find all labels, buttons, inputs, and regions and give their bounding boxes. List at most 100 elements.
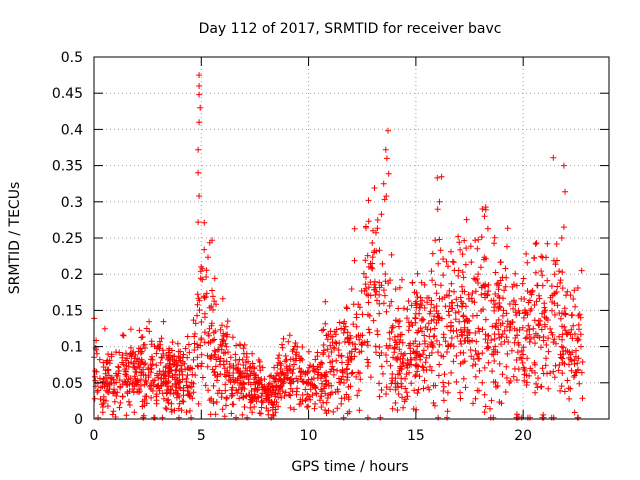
data-point xyxy=(462,384,469,391)
data-point xyxy=(526,339,533,345)
data-point xyxy=(516,310,523,317)
data-point xyxy=(542,362,549,369)
data-point xyxy=(239,356,246,363)
data-point xyxy=(212,411,219,418)
data-point xyxy=(219,295,226,302)
data-point xyxy=(431,402,438,409)
data-point xyxy=(133,369,140,376)
data-point xyxy=(572,303,579,310)
data-point xyxy=(372,291,379,298)
data-point xyxy=(247,363,254,370)
data-point xyxy=(491,240,498,247)
data-point xyxy=(307,386,314,393)
data-point xyxy=(472,330,479,336)
data-point xyxy=(209,287,215,294)
data-point xyxy=(489,323,496,330)
data-point xyxy=(344,329,351,336)
data-point xyxy=(533,240,540,246)
data-point xyxy=(194,291,201,298)
data-point xyxy=(208,355,214,362)
data-point xyxy=(453,378,460,385)
data-point xyxy=(485,282,492,288)
data-point xyxy=(534,282,541,289)
data-point xyxy=(484,339,491,346)
data-point xyxy=(229,392,236,399)
data-point xyxy=(392,400,399,406)
data-point xyxy=(383,358,390,365)
data-point xyxy=(204,363,211,370)
data-point xyxy=(211,275,218,282)
data-point xyxy=(240,362,247,368)
data-point xyxy=(444,414,450,421)
data-point xyxy=(212,348,219,355)
data-point xyxy=(559,269,566,276)
data-point xyxy=(383,391,389,397)
data-point xyxy=(351,225,358,232)
data-point xyxy=(142,393,149,400)
data-point xyxy=(235,361,242,368)
data-point xyxy=(411,355,418,361)
data-point xyxy=(479,350,486,357)
data-point xyxy=(484,225,491,232)
data-point xyxy=(532,241,539,247)
data-point xyxy=(388,251,395,258)
data-point xyxy=(396,323,402,330)
data-point xyxy=(470,400,476,407)
data-point xyxy=(371,185,378,191)
data-point xyxy=(198,263,205,270)
data-point xyxy=(244,414,251,421)
data-point xyxy=(440,272,447,279)
data-point xyxy=(277,384,283,391)
data-point xyxy=(424,326,431,333)
data-point xyxy=(224,394,230,401)
data-point xyxy=(236,369,242,376)
data-point xyxy=(329,363,336,370)
data-point xyxy=(243,373,250,379)
data-point xyxy=(448,248,454,255)
data-point xyxy=(124,389,131,395)
data-point xyxy=(547,294,554,301)
data-point xyxy=(480,306,487,313)
data-point xyxy=(482,316,489,323)
data-point xyxy=(533,298,540,305)
data-point xyxy=(549,331,556,338)
data-point xyxy=(253,378,260,385)
data-point xyxy=(125,398,132,405)
data-point xyxy=(472,395,479,402)
data-point xyxy=(419,363,426,370)
data-point xyxy=(221,413,228,420)
data-point xyxy=(239,411,246,418)
data-point xyxy=(296,353,303,360)
data-point xyxy=(217,326,224,333)
data-point xyxy=(251,365,258,372)
data-point xyxy=(173,384,180,391)
data-point xyxy=(209,366,216,373)
data-point xyxy=(521,296,528,302)
data-point xyxy=(153,393,160,400)
data-point xyxy=(328,333,334,340)
data-point xyxy=(551,271,558,278)
data-point xyxy=(374,225,381,232)
data-point xyxy=(287,404,294,411)
data-point xyxy=(373,248,380,255)
data-point xyxy=(440,397,447,404)
data-point xyxy=(438,173,445,180)
data-point xyxy=(405,298,412,305)
data-point xyxy=(351,257,358,264)
data-point xyxy=(356,370,363,377)
data-point xyxy=(106,357,113,364)
data-point xyxy=(134,381,140,388)
data-point xyxy=(136,327,143,334)
data-point xyxy=(396,284,403,291)
data-point xyxy=(124,355,131,362)
data-point xyxy=(355,301,362,308)
data-point xyxy=(357,376,364,383)
data-point xyxy=(435,260,442,267)
data-point xyxy=(294,343,301,350)
axis-ticks: 0 0.05 0.1 0.15 0.2 0.25 0.3 0.35 0.4 0.45 0.5 0 5 10… xyxy=(52,50,609,444)
data-point xyxy=(558,383,565,390)
data-point xyxy=(434,206,441,213)
data-point xyxy=(199,276,206,283)
x-tick-label: 0 xyxy=(90,428,99,444)
data-point xyxy=(406,323,413,330)
